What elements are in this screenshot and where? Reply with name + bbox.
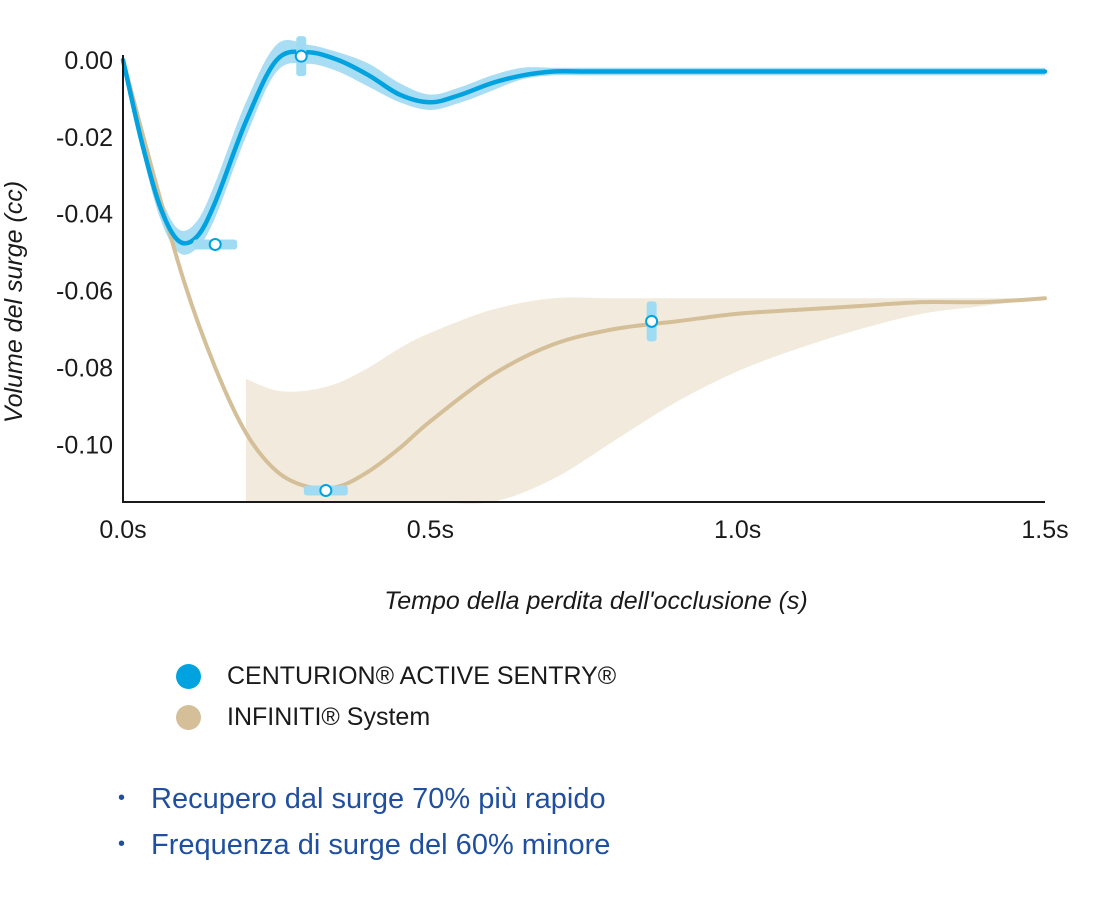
legend-dot-infiniti [176,705,201,730]
key-benefits-list: • Recupero dal surge 70% più rapido • Fr… [118,783,610,875]
series-markers [193,36,659,497]
confidence-band [245,297,1045,504]
x-tick-label: 0.0s [99,516,146,544]
confidence-bands [123,40,1045,504]
x-tick-label: 0.5s [407,516,454,544]
legend-label-infiniti: INFINITI® System [227,703,431,731]
y-axis-title: Volume del surge (cc) [0,181,28,423]
data-marker [319,483,333,497]
series-lines [120,49,1048,491]
series-line [120,49,1048,246]
x-tick-label: 1.5s [1021,516,1068,544]
y-tick-label: -0.06 [56,278,113,306]
surge-volume-chart: 0.00 -0.02 -0.04 -0.06 -0.08 -0.10 0.0s 0.5s 1.… [0,36,1069,615]
y-tick-label: -0.10 [56,431,113,459]
legend-item-centurion: CENTURION® ACTIVE SENTRY® [176,656,616,697]
y-tick-labels: 0.00 -0.02 -0.04 -0.06 -0.08 -0.10 [56,47,113,459]
benefit-text: Frequenza di surge del 60% minore [151,829,611,861]
y-tick-label: 0.00 [64,47,113,75]
data-marker [645,314,659,328]
benefit-item: • Recupero dal surge 70% più rapido [118,783,610,829]
legend-label-centurion: CENTURION® ACTIVE SENTRY® [227,662,617,690]
x-tick-labels: 0.0s 0.5s 1.0s 1.5s [99,516,1068,544]
x-axis-title: Tempo della perdita dell'occlusione (s) [384,587,808,615]
legend-item-infiniti: INFINITI® System [176,697,616,738]
series-line [121,58,1047,491]
x-tick-label: 1.0s [714,516,761,544]
chart-legend: CENTURION® ACTIVE SENTRY® INFINITI® Syst… [176,656,616,738]
data-marker [208,237,222,251]
bullet-icon: • [118,833,126,855]
benefit-text: Recupero dal surge 70% più rapido [151,783,606,815]
benefit-item: • Frequenza di surge del 60% minore [118,829,610,875]
data-marker [294,49,308,63]
y-tick-label: -0.02 [56,124,113,152]
y-tick-label: -0.08 [56,354,113,382]
y-tick-label: -0.04 [56,201,113,229]
legend-dot-centurion [176,664,201,689]
bullet-icon: • [118,787,126,809]
